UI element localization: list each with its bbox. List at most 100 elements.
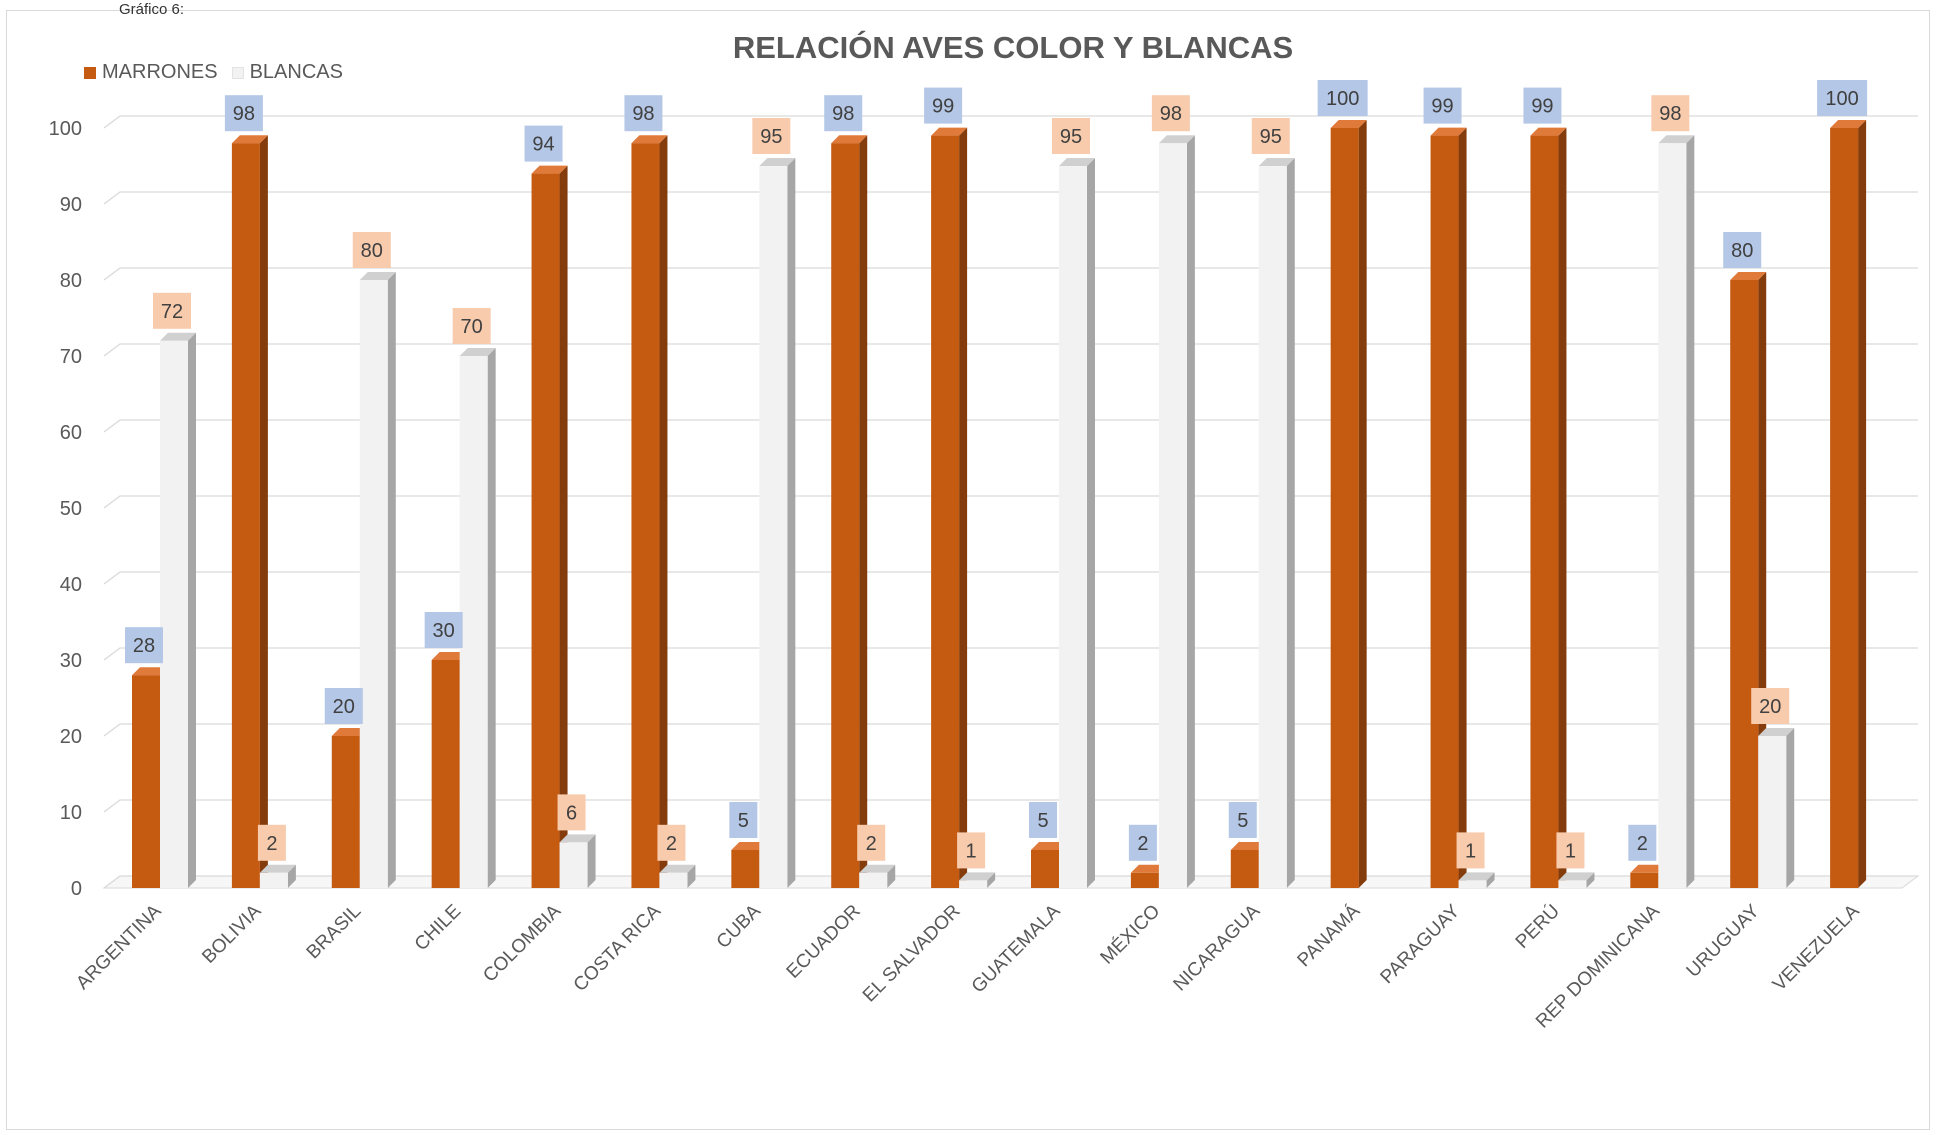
bar-side: [787, 158, 796, 888]
bar-top: [931, 127, 968, 136]
y-tick-label: 10: [60, 802, 82, 824]
data-label: 95: [1060, 126, 1082, 148]
gridline: [103, 115, 1918, 129]
gridline: [103, 495, 1918, 509]
data-label: 100: [1326, 88, 1359, 110]
bar-side: [1286, 158, 1295, 888]
bar: [231, 143, 260, 888]
data-label-bg: [924, 87, 963, 124]
gridline: [103, 191, 1918, 205]
bar: [1258, 166, 1287, 888]
bar: [559, 842, 588, 888]
data-label-bg: [424, 612, 463, 648]
x-tick-label: BRASIL: [303, 901, 366, 964]
data-label: 99: [932, 96, 954, 118]
data-label-bg: [729, 802, 758, 838]
bar-side: [1186, 135, 1195, 888]
bar-side: [659, 135, 668, 888]
data-label-bg: [452, 308, 491, 344]
bar-top: [631, 135, 668, 144]
chart-frame: Gráfico 6:: [6, 1, 1930, 1130]
x-tick-label: VENEZUELA: [1769, 900, 1864, 995]
data-label-bg: [957, 832, 986, 869]
bar-side: [487, 348, 496, 888]
bar-side: [259, 135, 268, 888]
bar: [1059, 166, 1087, 888]
data-label: 98: [1659, 103, 1681, 125]
data-label: 1: [966, 840, 977, 862]
gridline: [103, 723, 1918, 737]
legend-label-blancas: BLANCAS: [249, 61, 343, 83]
bar-side: [1486, 872, 1495, 888]
data-label: 98: [1160, 103, 1182, 125]
bar-top: [160, 332, 196, 341]
bar: [1230, 850, 1259, 888]
data-label-bg: [1556, 832, 1585, 869]
data-label: 99: [1531, 96, 1553, 118]
data-label: 2: [866, 833, 877, 855]
x-tick-label: PARAGUAY: [1377, 900, 1465, 988]
x-tick-label: URUGUAY: [1683, 900, 1764, 981]
bar: [1158, 143, 1187, 888]
data-label-bg: [1723, 232, 1762, 268]
data-label-bg: [524, 125, 563, 162]
bar-top: [1258, 158, 1295, 166]
data-label-bg: [1029, 802, 1057, 838]
data-label: 70: [461, 316, 483, 338]
data-label-bg: [1817, 80, 1868, 116]
bar-side: [188, 332, 196, 888]
bar: [1130, 872, 1159, 888]
x-tick-label: PANAMÁ: [1294, 900, 1365, 971]
data-label: 5: [738, 810, 749, 832]
data-label: 94: [532, 134, 554, 156]
bar: [1730, 280, 1759, 888]
bar-side: [859, 135, 868, 888]
chart-legend: MARRONES BLANCAS: [84, 61, 357, 84]
legend-swatch-marrones: [84, 66, 96, 79]
bar: [631, 143, 660, 888]
data-label: 5: [1037, 810, 1048, 832]
bar-top: [1059, 158, 1095, 166]
data-label-bg: [1251, 118, 1290, 154]
y-tick-label: 0: [71, 878, 82, 900]
data-label-bg: [125, 627, 163, 664]
bar-top: [559, 834, 596, 843]
y-tick-label: 20: [60, 726, 82, 748]
bar-side: [287, 864, 296, 888]
bar: [459, 356, 488, 888]
y-tick-label: 60: [60, 422, 82, 444]
data-label: 80: [1731, 240, 1753, 262]
x-tick-label: CHILE: [411, 901, 465, 955]
bar: [959, 880, 988, 888]
bar-top: [431, 652, 468, 660]
data-label-bg: [624, 95, 663, 132]
data-label-bg: [752, 118, 791, 154]
data-label: 2: [666, 833, 677, 855]
bar-side: [987, 872, 996, 888]
data-label: 2: [1637, 833, 1648, 855]
bar-side: [387, 272, 396, 888]
data-label-bg: [1317, 80, 1368, 116]
bar: [132, 675, 160, 888]
x-tick-label: GUATEMALA: [968, 900, 1065, 997]
bar-top: [1530, 127, 1567, 136]
bar-top: [1830, 120, 1867, 128]
bar-side: [559, 165, 568, 889]
y-tick-label: 90: [60, 194, 82, 216]
data-label-bg: [1151, 95, 1190, 132]
data-label-bg: [657, 824, 686, 861]
data-label: 98: [632, 103, 654, 125]
bar-top: [231, 135, 268, 144]
x-tick-label: BOLIVIA: [198, 900, 265, 967]
bar-side: [1686, 135, 1695, 888]
bar-side: [1458, 127, 1467, 889]
data-label: 98: [233, 103, 255, 125]
bar-side: [1087, 158, 1095, 888]
data-label: 2: [266, 833, 277, 855]
bar-top: [1430, 127, 1467, 136]
data-label-bg: [1456, 832, 1485, 869]
data-label-bg: [857, 824, 886, 861]
bar-top: [1158, 135, 1195, 144]
data-label-bg: [1523, 87, 1562, 124]
